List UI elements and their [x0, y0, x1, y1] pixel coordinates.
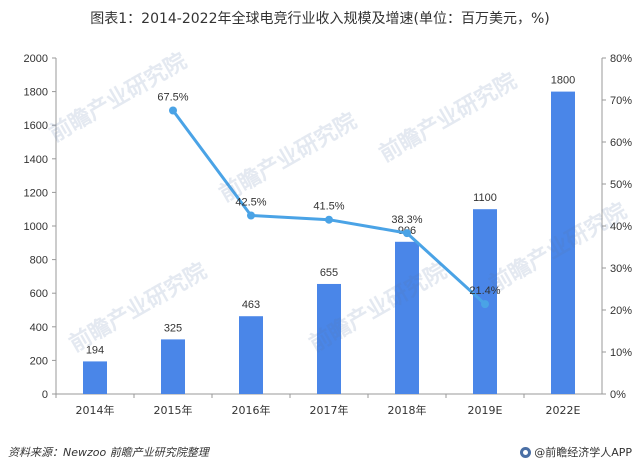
y-right-tick-label: 70%	[610, 95, 632, 107]
growth-value-label: 67.5%	[157, 92, 188, 104]
growth-value-label: 41.5%	[313, 201, 344, 213]
growth-point	[481, 300, 489, 309]
bar	[395, 241, 419, 394]
y-right-tick-label: 30%	[610, 263, 632, 275]
x-tick-label: 2017年	[310, 403, 349, 417]
chart-title: 图表1：2014-2022年全球电竞行业收入规模及增速(单位：百万美元，%)	[90, 11, 550, 27]
bar	[83, 361, 107, 394]
growth-point	[325, 215, 333, 224]
y-left-tick-label: 600	[30, 288, 48, 300]
x-tick-label: 2022E	[546, 404, 581, 417]
bar-value-label: 655	[320, 267, 338, 279]
x-tick-label: 2014年	[76, 403, 115, 417]
bar-value-label: 1800	[551, 75, 575, 87]
bar-value-label: 194	[86, 344, 104, 356]
y-left-tick-label: 1200	[24, 187, 48, 199]
x-tick-label: 2019E	[468, 404, 503, 417]
x-tick-label: 2018年	[388, 403, 427, 417]
y-right-tick-label: 20%	[610, 305, 632, 317]
y-left-tick-label: 1400	[24, 154, 48, 166]
bar	[317, 283, 341, 394]
growth-value-label: 42.5%	[235, 197, 266, 209]
y-right-tick-label: 0%	[610, 389, 626, 401]
bar-value-label: 325	[164, 322, 182, 334]
brand-logo-icon	[520, 446, 532, 458]
brand-footer: @前瞻经济学人APP	[520, 444, 632, 460]
y-left-tick-label: 200	[30, 355, 48, 367]
y-left-tick-label: 1800	[24, 87, 48, 99]
y-left-tick-label: 0	[42, 389, 48, 401]
growth-value-label: 38.3%	[391, 214, 422, 226]
y-left-tick-label: 400	[30, 322, 48, 334]
y-left-tick-label: 2000	[24, 53, 48, 65]
y-right-tick-label: 40%	[610, 221, 632, 233]
y-right-tick-label: 10%	[610, 347, 632, 359]
bar	[161, 339, 185, 394]
y-right-tick-label: 50%	[610, 179, 632, 191]
source-note: 资料来源：Newzoo 前瞻产业研究院整理	[8, 446, 209, 459]
bar-value-label: 463	[242, 299, 260, 311]
bar	[239, 316, 263, 394]
x-tick-label: 2016年	[232, 403, 271, 417]
bar-value-label: 1100	[473, 192, 497, 204]
growth-value-label: 21.4%	[469, 285, 500, 297]
y-left-tick-label: 1600	[24, 120, 48, 132]
brand-label: @前瞻经济学人APP	[534, 446, 632, 459]
y-right-tick-label: 60%	[610, 137, 632, 149]
y-left-tick-label: 800	[30, 255, 48, 267]
y-right-tick-label: 80%	[610, 53, 632, 65]
growth-point	[403, 229, 411, 238]
growth-point	[247, 211, 255, 220]
x-tick-label: 2015年	[154, 403, 193, 417]
bar	[551, 91, 575, 394]
y-left-tick-label: 1000	[24, 221, 48, 233]
growth-point	[169, 106, 177, 115]
